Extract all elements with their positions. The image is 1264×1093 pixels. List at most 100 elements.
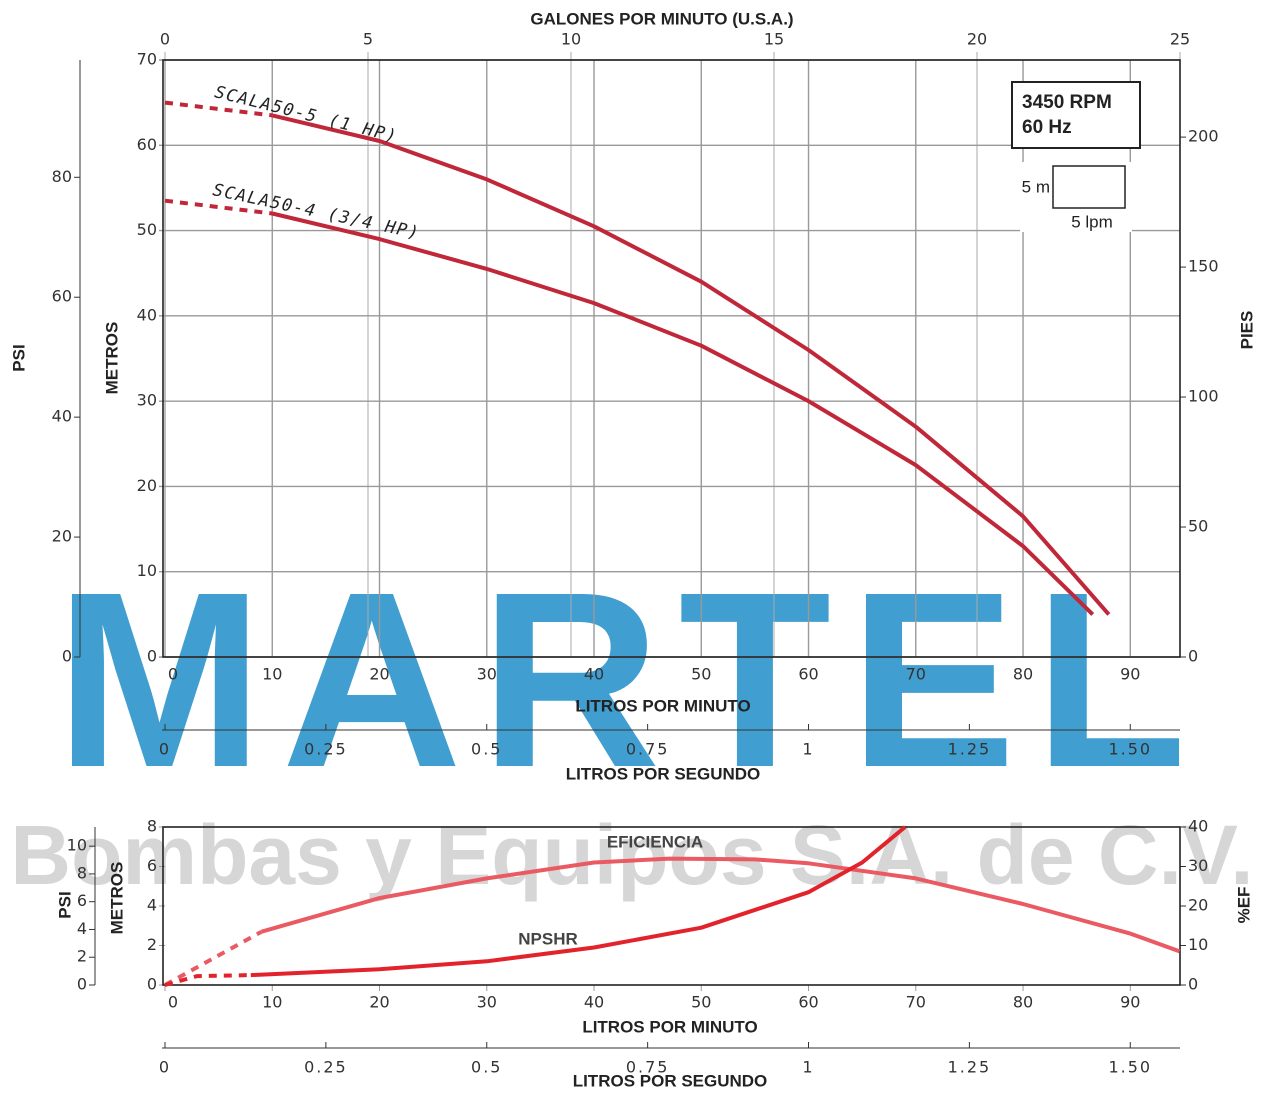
y-tick-label: 20 [137,476,157,495]
x-tick-label: 20 [369,993,389,1012]
curve [260,856,1181,954]
x-axis-label: LITROS POR MINUTO [582,1017,757,1036]
curve [271,211,1095,616]
y-axis-label: METROS [107,862,126,935]
x-tick-label: 30 [477,993,497,1012]
x-tick-label: 80 [1013,665,1033,684]
y2-tick-label: 30 [1188,856,1208,875]
x-tick-label: 10 [262,993,282,1012]
y2-tick-label: 40 [1188,817,1208,836]
x-tick-label: 0 [168,665,178,684]
lps-axis-label: LITROS POR SEGUNDO [566,764,761,783]
y-tick-label: 10 [137,561,157,580]
y2-tick-label: 0 [1188,647,1198,666]
lps-tick-label: 0.25 [304,740,348,759]
curve [164,929,263,987]
curve [271,113,1111,616]
top-tick-label: 0 [160,30,170,49]
psi-tick-label: 4 [77,919,87,938]
watermark-text: Bombas y Equipos S.A. de C.V. [10,808,1253,902]
curve [164,198,273,216]
psi-tick-label: 2 [77,947,87,966]
y-axis-label: %EF [1234,887,1253,924]
x-tick-label: 90 [1120,993,1140,1012]
y-tick-label: 6 [147,856,157,875]
y2-tick-label: 10 [1188,935,1208,954]
y-tick-label: 0 [147,647,157,666]
x-tick-label: 60 [798,665,818,684]
lps-tick-label: 0.75 [626,1058,670,1077]
y2-tick-label: 20 [1188,896,1208,915]
scale-label: 5 m [1022,177,1050,196]
psi-tick-label: 8 [77,863,87,882]
x-tick-label: 40 [584,993,604,1012]
top-tick-label: 10 [561,30,581,49]
plot-frame [162,59,1181,658]
x-tick-label: 50 [691,993,711,1012]
psi-tick-label: 20 [52,527,72,546]
y2-tick-label: 150 [1188,257,1219,276]
x-tick-label: 70 [906,665,926,684]
lps-tick-label: 0 [159,1058,171,1077]
series-label: NPSHR [518,929,578,948]
watermark-logo: MARTEL [55,540,1205,819]
lps-tick-label: 0 [159,740,171,759]
psi-tick-label: 40 [52,407,72,426]
y-axis-label: PSI [9,344,28,371]
psi-tick-label: 0 [77,975,87,994]
curve [164,973,251,987]
x-axis-label: LITROS POR MINUTO [575,696,750,715]
top-tick-label: 15 [764,30,784,49]
y-tick-label: 2 [147,935,157,954]
y2-tick-label: 0 [1188,975,1198,994]
watermark: MARTEL Bombas y Equipos S.A. de C.V. [10,540,1253,902]
x-tick-label: 80 [1013,993,1033,1012]
y-axis-label: PSI [55,891,74,918]
y-axis-label: PIES [1237,311,1256,350]
x-tick-label: 30 [477,665,497,684]
top-tick-label: 5 [363,30,373,49]
lps-tick-label: 0.25 [304,1058,348,1077]
y-axis-label: METROS [102,322,121,395]
series-label: EFICIENCIA [607,832,703,851]
scale-label: 5 lpm [1071,212,1113,231]
y-tick-label: 4 [147,896,157,915]
x-tick-label: 60 [798,993,818,1012]
lps-tick-label: 1 [802,1058,814,1077]
y-tick-label: 0 [147,975,157,994]
info-text: 3450 RPM [1022,92,1112,113]
curve [250,825,907,978]
x-tick-label: 70 [906,993,926,1012]
y2-tick-label: 200 [1188,127,1219,146]
info-text: 60 Hz [1022,117,1072,138]
psi-tick-label: 80 [52,167,72,186]
lps-tick-label: 0.5 [471,740,502,759]
x-tick-label: 10 [262,665,282,684]
plot-frame [162,826,1181,986]
y-tick-label: 40 [137,305,157,324]
x-tick-label: 20 [369,665,389,684]
curve [164,100,273,118]
lps-axis-label: LITROS POR SEGUNDO [573,1071,768,1090]
scale-box [1052,165,1126,209]
y-tick-label: 70 [137,50,157,69]
top-axis-label: GALONES POR MINUTO (U.S.A.) [530,9,793,28]
lps-tick-label: 1.25 [948,740,992,759]
psi-tick-label: 6 [77,891,87,910]
series-label: SCALA50-5 (1 HP) [213,82,400,147]
y-tick-label: 60 [137,135,157,154]
x-tick-label: 90 [1120,665,1140,684]
psi-tick-label: 10 [67,836,87,855]
top-tick-label: 25 [1170,30,1190,49]
lps-tick-label: 0.5 [471,1058,502,1077]
top-tick-label: 20 [967,30,987,49]
info-box [1011,81,1141,149]
lps-tick-label: 1.50 [1108,1058,1152,1077]
y-tick-label: 8 [147,817,157,836]
x-tick-label: 0 [168,993,178,1012]
y2-tick-label: 50 [1188,517,1208,536]
x-tick-label: 50 [691,665,711,684]
lps-tick-label: 1 [802,740,814,759]
